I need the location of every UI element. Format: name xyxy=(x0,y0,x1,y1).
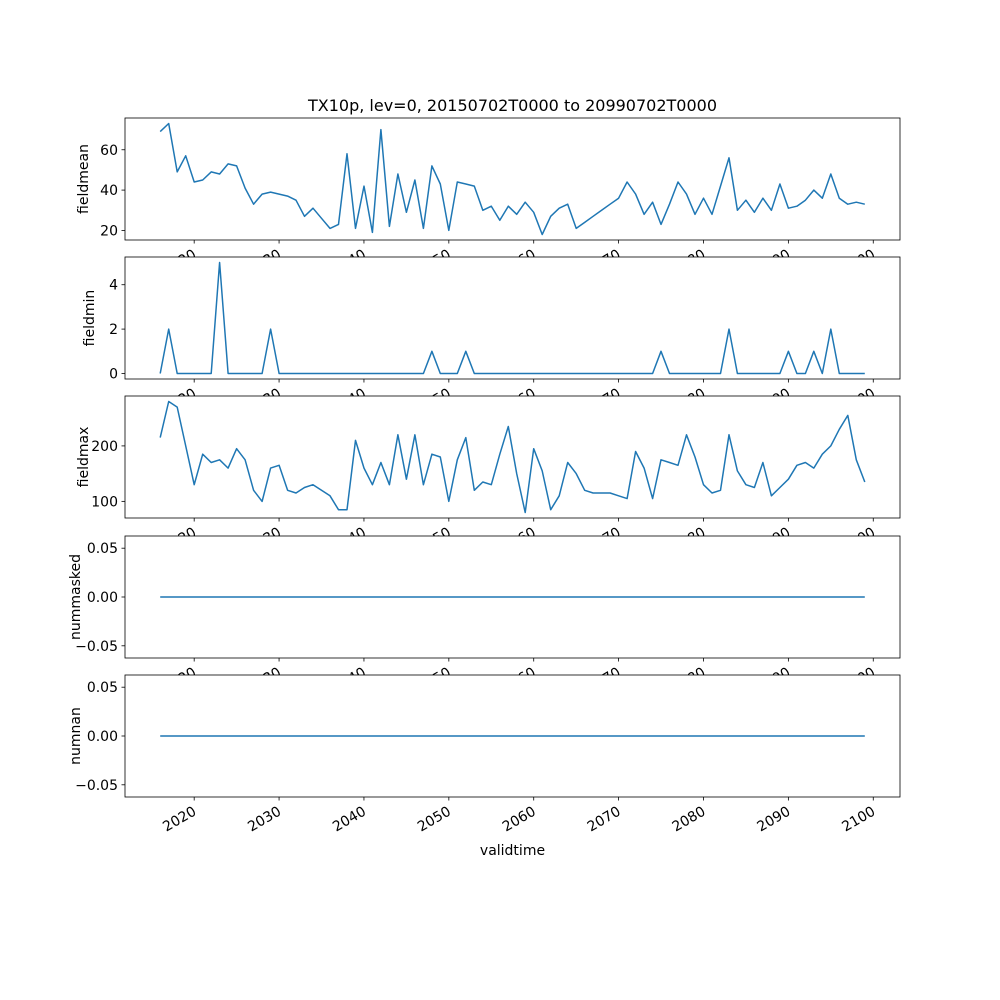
svg-text:0.00: 0.00 xyxy=(87,590,118,606)
svg-text:2080: 2080 xyxy=(670,804,709,836)
svg-text:100: 100 xyxy=(91,494,118,510)
svg-text:2090: 2090 xyxy=(755,804,794,836)
svg-text:0: 0 xyxy=(109,366,118,382)
svg-text:2100: 2100 xyxy=(839,804,878,836)
y-axis-label-numnan: numnan xyxy=(68,707,84,765)
svg-text:2020: 2020 xyxy=(160,804,199,836)
svg-text:0.05: 0.05 xyxy=(87,541,118,557)
svg-text:0.00: 0.00 xyxy=(87,729,118,745)
svg-text:20: 20 xyxy=(100,223,118,239)
chart-title: TX10p, lev=0, 20150702T0000 to 20990702T… xyxy=(307,96,718,115)
svg-text:200: 200 xyxy=(91,439,118,455)
svg-text:2070: 2070 xyxy=(585,804,624,836)
svg-text:2060: 2060 xyxy=(500,804,539,836)
x-axis-label: validtime xyxy=(479,843,546,859)
svg-text:−0.05: −0.05 xyxy=(75,639,118,655)
svg-text:60: 60 xyxy=(100,143,118,159)
svg-text:−0.05: −0.05 xyxy=(75,778,118,794)
svg-text:2030: 2030 xyxy=(245,804,284,836)
svg-text:0.05: 0.05 xyxy=(87,680,118,696)
svg-text:2: 2 xyxy=(109,322,118,338)
svg-text:2050: 2050 xyxy=(415,804,454,836)
svg-text:4: 4 xyxy=(109,278,118,294)
svg-text:2040: 2040 xyxy=(330,804,369,836)
svg-text:40: 40 xyxy=(100,183,118,199)
